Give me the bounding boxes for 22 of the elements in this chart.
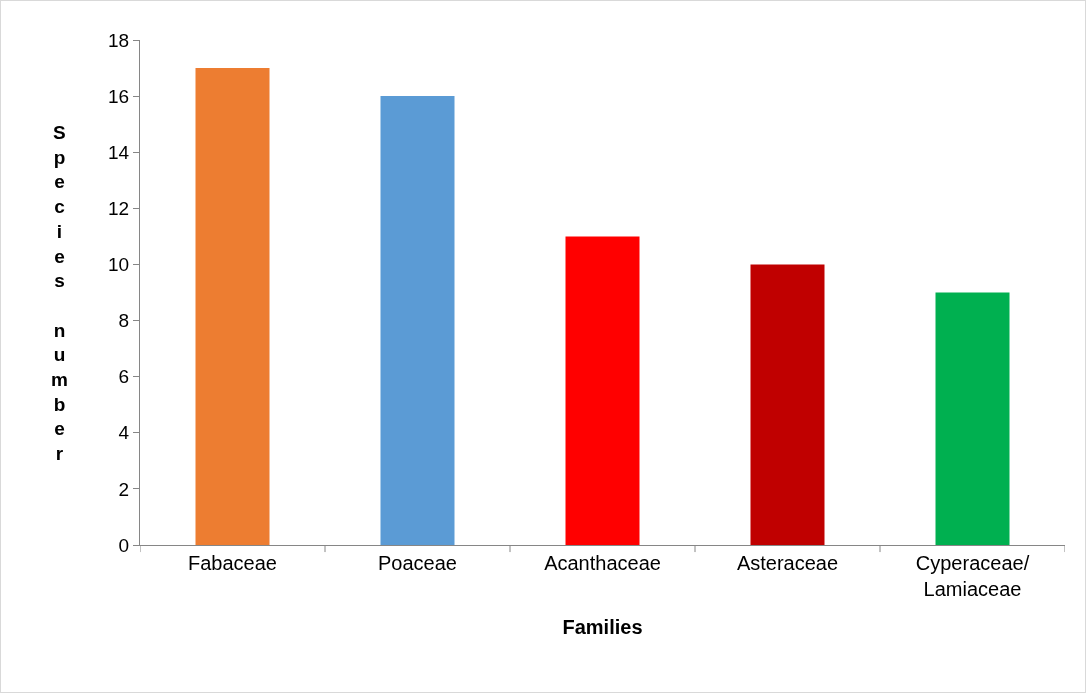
y-tick-label: 2 xyxy=(118,478,130,500)
y-tick-label: 4 xyxy=(118,422,130,444)
y-tick-label: 18 xyxy=(108,29,130,51)
y-tick-label: 0 xyxy=(118,534,130,556)
y-tick-label: 12 xyxy=(108,197,130,219)
y-tick-label: 6 xyxy=(118,366,130,388)
x-tick-label: Cyperaceae/ Lamiaceae xyxy=(915,552,1030,600)
y-tick-label: 16 xyxy=(108,85,130,107)
bar xyxy=(195,68,270,545)
y-tick-label: 8 xyxy=(118,310,130,332)
text: Species number xyxy=(51,122,68,465)
y-tick-label: 10 xyxy=(108,254,130,276)
bar xyxy=(565,236,640,545)
bar xyxy=(380,96,455,545)
x-tick-label: Poaceae xyxy=(378,552,457,574)
bar xyxy=(750,264,825,545)
x-tick-label: Asteraceae xyxy=(736,552,839,574)
y-tick-label: 14 xyxy=(108,141,130,163)
x-tick-label: Acanthaceae xyxy=(544,552,661,574)
x-tick-label: Fabaceae xyxy=(188,552,277,574)
bar xyxy=(935,292,1010,545)
x-axis-title: Families xyxy=(562,615,643,638)
